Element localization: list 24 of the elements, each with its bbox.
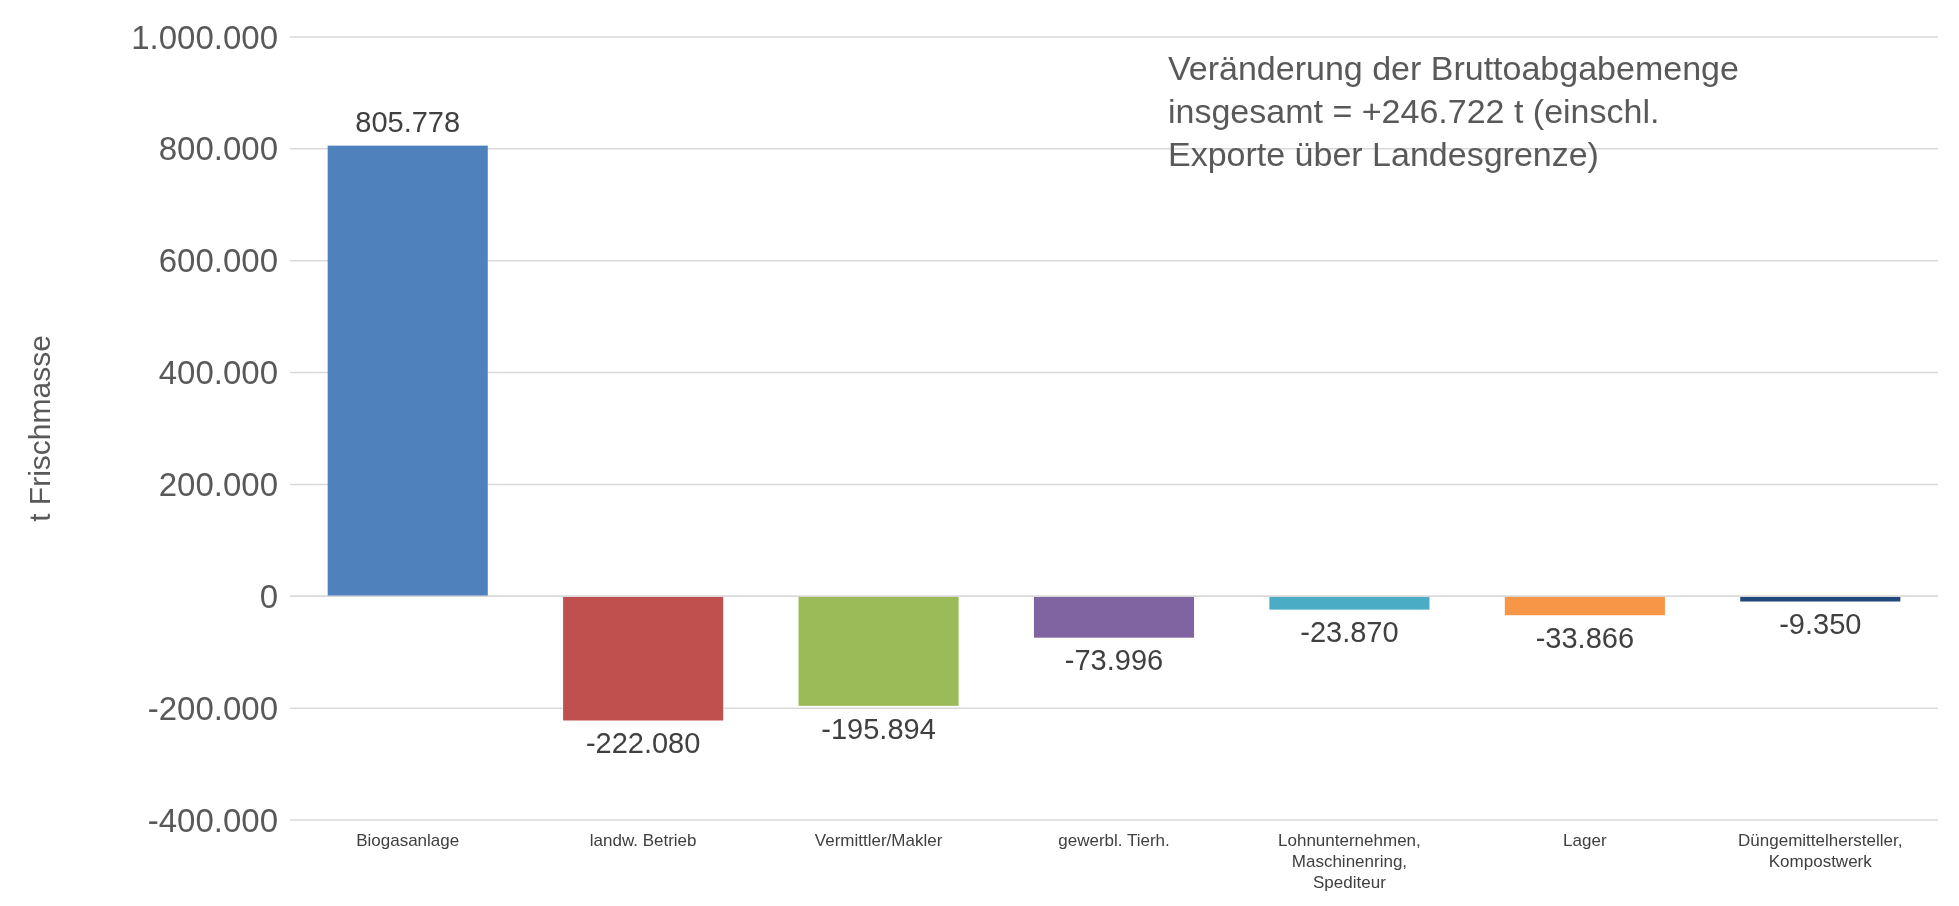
x-tick-label: Vermittler/Makler (814, 831, 943, 850)
data-label: -33.866 (1535, 622, 1635, 655)
y-tick-label: 200.000 (158, 465, 278, 503)
y-tick-label: 400.000 (158, 354, 278, 392)
data-label: -9.350 (1779, 608, 1862, 641)
x-tick-label: gewerbl. Tierh. (1058, 831, 1170, 850)
x-tick-label: Lager (1563, 831, 1607, 850)
x-tick-label: Düngemittelhersteller, Kompostwerk (1738, 831, 1903, 871)
y-tick-label: -400.000 (147, 801, 278, 839)
y-tick-label: 800.000 (158, 130, 278, 168)
x-tick-label: landw. Betrieb (589, 831, 697, 850)
data-label: -222.080 (585, 727, 701, 760)
y-axis-title: t Frischmasse (23, 335, 56, 522)
y-tick-label: -200.000 (147, 689, 278, 727)
data-label: -73.996 (1064, 644, 1164, 677)
x-tick-label: Lohnunternehmen, Maschinenring, Spediteur (1278, 831, 1421, 892)
y-tick-label: 0 (259, 577, 278, 615)
data-label: 805.778 (355, 105, 461, 138)
y-tick-label: 600.000 (158, 242, 278, 280)
data-label: -23.870 (1300, 616, 1399, 649)
data-label: -195.894 (821, 712, 936, 745)
annotation: Veränderung der Bruttoabgabemenge insgesamt = +246.722 t (einschl. Exporte über Landesgrenze) (1168, 49, 1739, 173)
x-tick-label: Biogasanlage (356, 831, 460, 850)
y-tick-label: 1.000.000 (131, 18, 278, 56)
